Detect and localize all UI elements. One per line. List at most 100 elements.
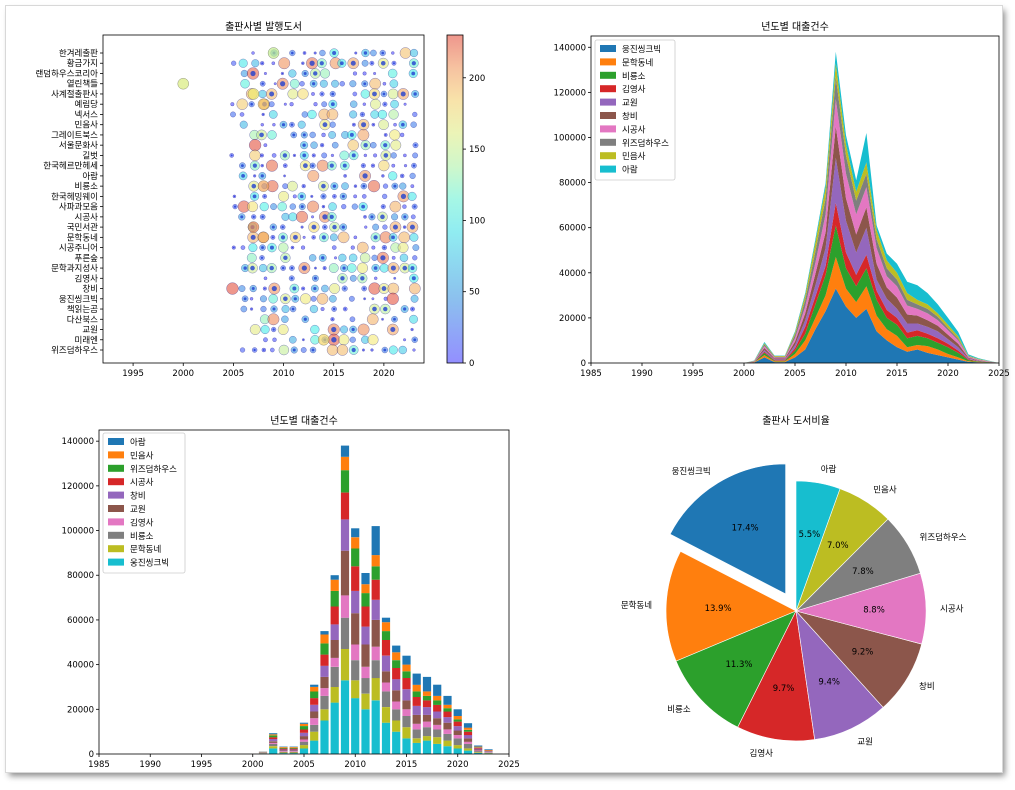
scatter-point-inner <box>411 72 415 76</box>
scatter-ytick-label: 한국헤르만헤세 <box>43 162 98 172</box>
scatter-point <box>340 326 348 334</box>
bar-segment <box>433 729 441 737</box>
scatter-point <box>362 60 368 66</box>
bar-legend-swatch <box>108 492 124 499</box>
scatter-point-inner <box>302 288 304 290</box>
bar-segment <box>454 735 462 738</box>
bar-segment <box>320 655 328 666</box>
bar-segment <box>331 703 339 754</box>
bar-segment <box>300 748 308 754</box>
bar-segment <box>300 723 308 724</box>
scatter-point-inner <box>404 226 405 227</box>
scatter-point <box>289 336 296 343</box>
scatter-point-inner <box>410 225 415 230</box>
area-legend-label: 문학동네 <box>622 57 653 68</box>
scatter-point-inner <box>372 165 374 167</box>
area-ytick-label: 140000 <box>554 43 586 53</box>
bar-title: 년도별 대출건수 <box>270 415 338 427</box>
pie-pct-label: 17.4% <box>732 523 759 533</box>
scatter-point <box>281 316 288 323</box>
bar-segment <box>372 620 380 647</box>
colorbar <box>447 35 463 363</box>
bar-segment <box>454 716 462 719</box>
scatter-title: 출판사별 발행도서 <box>225 21 302 33</box>
pie-pct-label: 9.4% <box>818 678 840 688</box>
bar-segment <box>443 712 451 718</box>
scatter-point-inner <box>340 276 344 280</box>
scatter-point <box>399 183 406 190</box>
bar-segment <box>392 721 400 732</box>
bar-segment <box>320 696 328 709</box>
scatter-point <box>321 102 326 107</box>
scatter-point-inner <box>233 247 235 249</box>
scatter-point <box>388 171 397 180</box>
bar-segment <box>341 470 349 492</box>
scatter-point-inner <box>411 308 413 310</box>
bar-segment <box>464 735 472 738</box>
bar-legend-label: 시공사 <box>130 478 154 488</box>
pie-pct-label: 8.8% <box>863 606 885 616</box>
scatter-point <box>388 69 397 78</box>
bar-segment <box>351 680 359 698</box>
scatter-point <box>358 324 369 335</box>
bar-segment <box>402 665 410 672</box>
scatter-point <box>278 324 288 334</box>
bar-segment <box>433 685 441 696</box>
scatter-point <box>390 80 398 88</box>
scatter-point-inner <box>269 91 274 96</box>
scatter-point-inner <box>314 277 317 280</box>
scatter-ytick-label: 위즈덤하우스 <box>51 345 98 356</box>
bar-segment <box>269 743 277 744</box>
scatter-point-inner <box>364 216 365 217</box>
scatter-point <box>388 89 398 99</box>
bar-segment <box>361 645 369 667</box>
scatter-point-inner <box>393 318 396 321</box>
bar-segment <box>433 744 441 754</box>
bar-segment <box>474 751 482 752</box>
area-legend-label: 아람 <box>622 165 638 176</box>
bar-ytick-label: 140000 <box>62 437 94 447</box>
scatter-point <box>363 103 366 106</box>
area-legend-label: 김영사 <box>622 84 646 95</box>
bar-segment <box>331 640 339 658</box>
area-xtick-label: 2010 <box>835 369 857 379</box>
bar-segment <box>443 734 451 741</box>
bar-segment <box>351 591 359 613</box>
bar-segment <box>443 741 451 747</box>
bar-segment <box>310 705 318 712</box>
bar-legend-swatch <box>108 505 124 512</box>
scatter-point <box>250 297 253 300</box>
scatter-point <box>258 181 269 192</box>
scatter-point <box>258 232 269 243</box>
pie-slice-label: 교원 <box>857 737 873 747</box>
scatter-point-inner <box>413 338 416 341</box>
scatter-point <box>383 225 388 230</box>
scatter-point-inner <box>382 319 383 320</box>
area-legend-swatch <box>600 99 616 106</box>
scatter-point <box>288 70 296 78</box>
bar-segment <box>423 736 431 741</box>
scatter-point <box>340 81 345 86</box>
pie-pct-label: 9.7% <box>773 684 795 694</box>
scatter-point-inner <box>311 164 314 167</box>
bar-segment <box>423 696 431 701</box>
bar-segment <box>279 750 287 751</box>
scatter-point-inner <box>303 185 305 187</box>
bar-segment <box>269 744 277 746</box>
scatter-point <box>282 183 287 188</box>
pie-slice-label: 웅진씽크빅 <box>672 466 711 477</box>
scatter-point <box>372 246 376 250</box>
scatter-point-inner <box>370 215 373 218</box>
scatter-point <box>272 153 276 157</box>
scatter-point <box>360 253 370 263</box>
bar-segment <box>341 649 349 680</box>
bar-segment <box>372 700 380 754</box>
scatter-point <box>367 314 378 325</box>
area-xtick-label: 2020 <box>937 369 959 379</box>
scatter-ytick-label: 서울문화사 <box>59 141 98 151</box>
bar-segment <box>372 566 380 579</box>
bar-segment <box>320 688 328 696</box>
bar-segment <box>269 739 277 741</box>
bar-ytick-label: 60000 <box>67 616 94 626</box>
scatter-point <box>252 59 260 67</box>
